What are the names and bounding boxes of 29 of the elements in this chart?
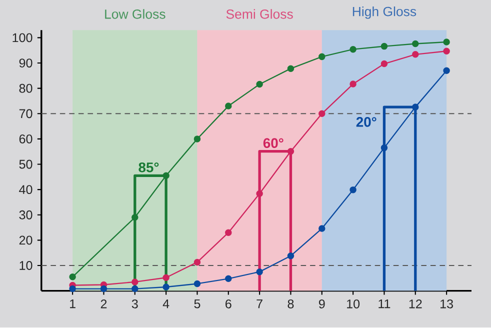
x-tick-label: 10 <box>347 300 360 309</box>
y-tick-label: 30 <box>19 210 32 220</box>
y-tick-label: 100 <box>12 33 32 42</box>
annotation: 85° <box>138 162 159 173</box>
y-tick-label: 40 <box>19 185 32 194</box>
x-tick-label: 7 <box>256 300 262 308</box>
y-tick-label: 80 <box>19 84 32 94</box>
x-tick-label: 1 <box>70 300 76 308</box>
y-tick-label: 10 <box>20 261 32 270</box>
x-tick-label: 8 <box>288 300 294 309</box>
x-tick-label: 11 <box>378 300 390 308</box>
x-tick-label: 6 <box>226 300 232 309</box>
band-label: High Gloss <box>352 6 416 20</box>
x-tick-label: 2 <box>100 300 107 308</box>
annotation: 60° <box>263 138 284 148</box>
x-tick-label: 9 <box>318 300 325 309</box>
band-label: Low Gloss <box>105 9 166 20</box>
x-tick-label: 5 <box>194 300 200 308</box>
y-tick-label: 90 <box>19 58 32 68</box>
x-tick-label: 13 <box>440 300 453 309</box>
band-label: Semi Gloss <box>226 9 293 20</box>
x-tick-label: 12 <box>409 300 422 308</box>
y-tick-label: 50 <box>19 160 32 169</box>
x-tick-label: 4 <box>162 300 170 308</box>
annotation: 20° <box>356 117 376 128</box>
y-tick-label: 20 <box>19 236 32 245</box>
y-tick-label: 60 <box>19 134 32 144</box>
y-tick-label: 70 <box>19 109 32 118</box>
x-tick-label: 3 <box>132 300 138 309</box>
